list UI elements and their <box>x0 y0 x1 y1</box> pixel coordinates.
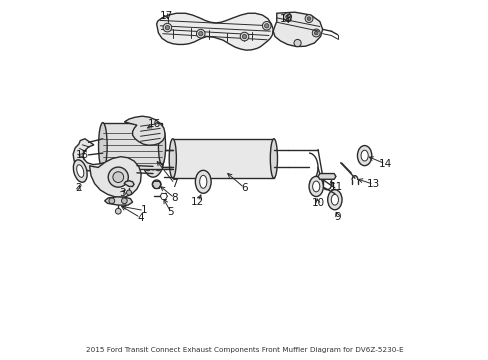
Circle shape <box>156 166 160 171</box>
Text: 13: 13 <box>366 179 380 189</box>
Circle shape <box>196 30 204 38</box>
Text: 4: 4 <box>137 213 143 222</box>
Text: 10: 10 <box>311 198 324 208</box>
Ellipse shape <box>308 176 323 197</box>
Ellipse shape <box>99 123 107 169</box>
Text: 8: 8 <box>171 193 178 203</box>
Polygon shape <box>172 139 273 178</box>
Polygon shape <box>156 13 273 50</box>
Polygon shape <box>124 181 134 186</box>
Circle shape <box>312 29 320 37</box>
Ellipse shape <box>152 180 161 189</box>
Text: 15: 15 <box>76 150 89 160</box>
Circle shape <box>115 208 121 214</box>
Polygon shape <box>317 174 335 179</box>
Circle shape <box>242 35 246 39</box>
Polygon shape <box>89 157 141 197</box>
Circle shape <box>109 198 115 204</box>
Text: 1: 1 <box>141 206 147 216</box>
Circle shape <box>314 31 317 35</box>
Polygon shape <box>104 197 132 205</box>
Ellipse shape <box>77 165 83 177</box>
Ellipse shape <box>147 147 159 170</box>
Ellipse shape <box>199 175 206 188</box>
Circle shape <box>145 166 150 171</box>
Text: 3: 3 <box>119 188 125 198</box>
Circle shape <box>293 40 301 46</box>
Circle shape <box>306 17 310 21</box>
Ellipse shape <box>360 150 367 161</box>
Ellipse shape <box>169 139 176 178</box>
Circle shape <box>240 32 248 41</box>
Text: 6: 6 <box>241 183 247 193</box>
Circle shape <box>126 190 131 195</box>
Circle shape <box>163 23 171 32</box>
Ellipse shape <box>73 160 87 182</box>
Text: 2015 Ford Transit Connect Exhaust Components Front Muffler Diagram for DV6Z-5230: 2015 Ford Transit Connect Exhaust Compon… <box>85 347 403 354</box>
Circle shape <box>113 172 123 183</box>
Polygon shape <box>273 12 322 46</box>
Polygon shape <box>124 116 164 145</box>
Circle shape <box>108 167 128 187</box>
Ellipse shape <box>327 190 341 210</box>
Text: 17: 17 <box>160 11 173 21</box>
Ellipse shape <box>330 194 338 205</box>
Circle shape <box>145 146 150 150</box>
Circle shape <box>165 26 169 30</box>
Circle shape <box>121 198 127 204</box>
Circle shape <box>198 32 203 36</box>
Circle shape <box>156 146 160 150</box>
Ellipse shape <box>270 139 277 178</box>
Ellipse shape <box>158 127 165 165</box>
Text: 18: 18 <box>280 14 293 24</box>
Text: 7: 7 <box>171 179 178 189</box>
Circle shape <box>285 15 289 19</box>
Text: 14: 14 <box>378 159 391 169</box>
Circle shape <box>305 15 312 23</box>
Text: 9: 9 <box>334 212 340 221</box>
Circle shape <box>264 24 268 28</box>
Ellipse shape <box>357 145 371 166</box>
Text: 16: 16 <box>147 120 161 129</box>
Ellipse shape <box>142 140 163 177</box>
Ellipse shape <box>195 170 211 193</box>
Polygon shape <box>73 139 105 171</box>
Circle shape <box>262 22 270 30</box>
Circle shape <box>283 13 291 21</box>
Text: 11: 11 <box>328 182 342 192</box>
Ellipse shape <box>312 181 319 192</box>
Polygon shape <box>102 123 162 169</box>
Text: 12: 12 <box>191 197 204 207</box>
Text: 2: 2 <box>75 183 82 193</box>
Text: 5: 5 <box>167 207 174 217</box>
